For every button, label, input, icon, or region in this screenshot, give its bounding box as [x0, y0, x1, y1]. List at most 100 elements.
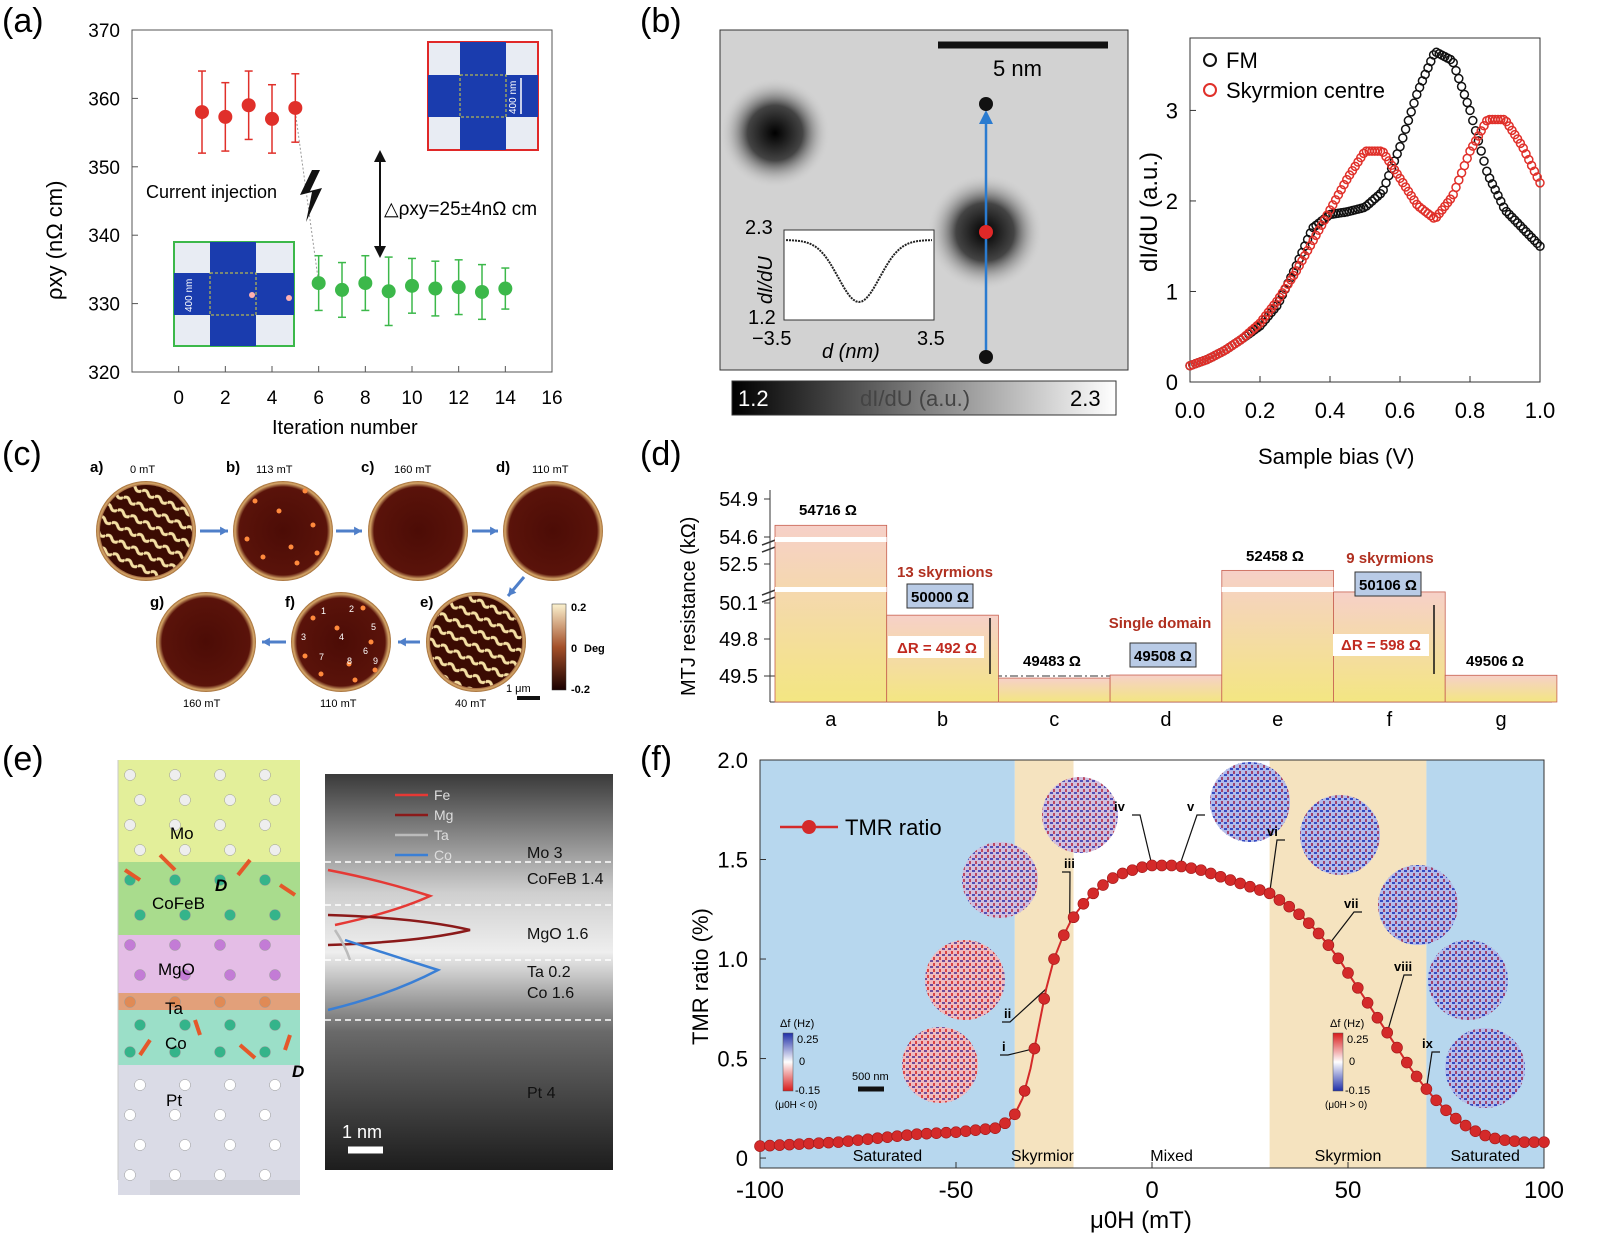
x-tick-label: 0.0: [1175, 398, 1206, 423]
data-marker: [979, 1123, 992, 1135]
domain-disk: [368, 481, 468, 581]
panel-f-cbar-right-max: 0.25: [1347, 1034, 1368, 1046]
atom: [269, 1019, 281, 1031]
data-marker: [1409, 98, 1419, 108]
data-marker: [1490, 184, 1500, 195]
y-tick-label: 2: [1166, 189, 1178, 214]
region-label: Skyrmion: [1315, 1148, 1382, 1165]
y-tick-label: 50.1: [719, 593, 758, 615]
bar: [1444, 674, 1558, 703]
leader-line: [1425, 1051, 1440, 1090]
data-marker: [1087, 887, 1099, 900]
value-label: 49508 Ω: [1134, 648, 1192, 665]
atom: [214, 996, 226, 1008]
data-marker: [1479, 156, 1489, 166]
x-tick-label: 12: [448, 388, 469, 409]
panel-b: 5 nm 2.3 1.2 −3.5 3.5 d (nm) dI/dU 1.2 d…: [719, 29, 1555, 469]
skyrmion-dot: [360, 605, 366, 611]
data-point: [428, 281, 443, 296]
panel-f-xlabel: μ0H (mT): [1090, 1207, 1192, 1234]
legend-label: Co: [434, 847, 452, 863]
panel-f-scalebar-label: 500 nm: [852, 1071, 889, 1083]
data-marker: [1322, 210, 1332, 220]
atom: [134, 794, 146, 806]
data-marker: [1008, 1108, 1021, 1121]
panel-b-stm-image: 5 nm 2.3 1.2 −3.5 3.5 d (nm) dI/dU 1.2 d…: [719, 29, 1129, 416]
data-marker: [1526, 232, 1537, 243]
y-tick-label: 0: [736, 1146, 748, 1171]
x-tick-label: 16: [541, 388, 562, 409]
data-marker: [1529, 235, 1540, 246]
data-point: [335, 282, 349, 297]
panel-b-colorbar-max: 2.3: [1070, 386, 1101, 411]
annotation: 13 skyrmions: [897, 564, 993, 581]
panel-label-b: (b): [640, 2, 682, 40]
data-marker: [1498, 114, 1509, 125]
data-marker: [812, 1137, 825, 1149]
data-marker: [1532, 172, 1542, 182]
panel-f-cbar-left-min: -0.15: [795, 1085, 820, 1097]
data-marker: [1018, 1085, 1031, 1097]
y-tick-label: 0.5: [717, 1047, 748, 1072]
region-label: Saturated: [1451, 1148, 1520, 1165]
data-marker: [1322, 939, 1335, 951]
arrowhead-up-icon: [374, 150, 386, 162]
data-marker: [1126, 864, 1139, 876]
tile-tag: a): [90, 459, 103, 476]
data-point: [475, 284, 489, 299]
y-tick-label: 49.5: [719, 666, 758, 688]
spin-arrow: [236, 858, 252, 877]
domain-disk: [233, 481, 333, 581]
x-tick-label: 0.6: [1385, 398, 1416, 423]
panel-f-legend: TMR ratio: [780, 815, 942, 840]
data-marker: [1303, 917, 1315, 930]
data-marker: [1493, 114, 1503, 125]
panel-d-bars: 49.5 49.8 50.1 52.5 54.6 54.9 a b c d e f g 54716 Ω 49…: [719, 489, 1558, 731]
panel-a-inset-before: 400 nm: [427, 41, 539, 151]
skyrmion-number: 8: [347, 656, 352, 666]
panel-b-legend: FM Skyrmion centre: [1203, 48, 1385, 103]
data-marker: [1524, 229, 1534, 240]
panel-c-scalebar-label: 1 μm: [506, 683, 531, 695]
data-marker: [1165, 859, 1178, 872]
y-tick-label: 320: [88, 363, 120, 384]
panel-b-inset-xlabel: d (nm): [822, 341, 880, 363]
data-marker: [1116, 867, 1129, 880]
data-marker: [959, 1125, 972, 1137]
mfm-image-v: v: [1178, 762, 1290, 867]
data-marker: [1308, 235, 1318, 246]
data-point: [218, 109, 233, 124]
atom: [134, 909, 146, 921]
data-marker: [1499, 1134, 1511, 1146]
data-marker: [1302, 245, 1313, 256]
skyrmion-dot: [252, 498, 258, 504]
data-marker: [1249, 323, 1260, 333]
panel-a-ylabel: ρxy (nΩ cm): [42, 181, 67, 300]
data-marker: [1493, 190, 1503, 201]
y-tick-label: 360: [88, 89, 120, 110]
atom: [269, 844, 281, 856]
atom: [169, 874, 181, 886]
mfm-disk: [962, 842, 1038, 918]
data-marker: [1465, 105, 1475, 116]
data-marker: [1311, 230, 1321, 241]
data-point: [265, 111, 279, 126]
region-label: Saturated: [853, 1148, 922, 1165]
data-marker: [1526, 160, 1537, 171]
data-marker: [1381, 1026, 1393, 1039]
y-tick-label: 3: [1166, 98, 1178, 123]
data-marker: [861, 1133, 874, 1145]
data-marker: [950, 1126, 962, 1138]
mfm-disk: [1378, 865, 1458, 945]
panel-f-ylabel: TMR ratio (%): [688, 908, 713, 1045]
mfm-tint: [902, 1027, 978, 1103]
data-marker: [1445, 54, 1456, 65]
data-marker: [1107, 872, 1119, 884]
panel-c-cbar-min: -0.2: [571, 684, 590, 696]
panel-f-cbar-left-mid: 0: [799, 1056, 805, 1068]
mfm-image-vi: vi: [1267, 795, 1380, 894]
atom: [169, 1046, 181, 1058]
panel-e-layer-mgo: MgO: [158, 960, 195, 979]
y-tick-label: 52.5: [719, 554, 758, 576]
tile-tag: d): [496, 459, 510, 476]
